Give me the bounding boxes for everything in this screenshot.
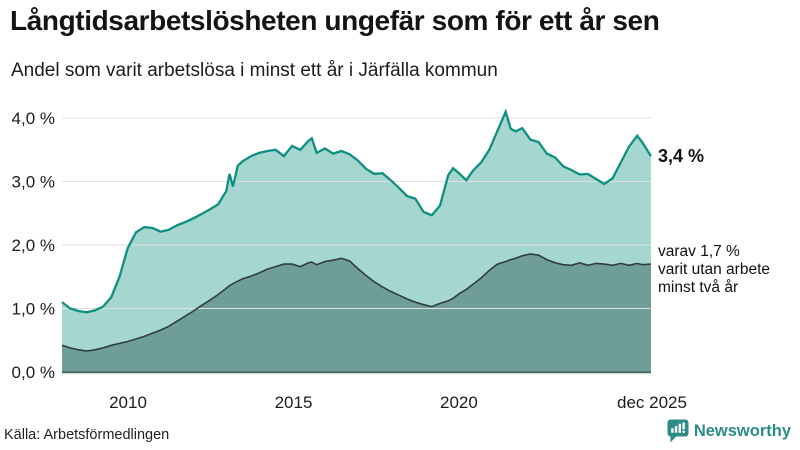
ytick-4: 4,0 % [12,109,55,128]
ytick-0: 0,0 % [12,363,55,382]
xtick-2010: 2010 [109,393,147,412]
annotation-line-2: varit utan arbete [658,261,770,278]
ytick-1: 1,0 % [12,300,55,319]
newsworthy-logo-icon [667,419,689,443]
newsworthy-brand-text: Newsworthy [693,422,791,440]
ytick-3: 3,0 % [12,173,55,192]
newsworthy-brand: Newsworthy [667,419,791,444]
end-value-label: 3,4 % [658,146,704,166]
chart-title: Långtidsarbetslösheten ungefär som för e… [10,5,660,36]
line-unemployed-two-years [61,253,652,352]
chart-subtitle: Andel som varit arbetslösa i minst ett å… [11,60,498,81]
annotation-line-3: minst två år [658,279,738,296]
xtick-2020: 2020 [440,393,478,412]
ytick-2: 2,0 % [12,236,55,255]
annotation-line-1: varav 1,7 % [658,243,740,260]
xtick-dec-2025: dec 2025 [617,393,687,412]
source-credit: Källa: Arbetsförmedlingen [4,427,170,443]
xtick-2015: 2015 [275,393,313,412]
area-fill-unemployed-two-years [62,253,651,372]
gridlines [62,117,651,309]
line-unemployed-one-year [61,108,652,314]
